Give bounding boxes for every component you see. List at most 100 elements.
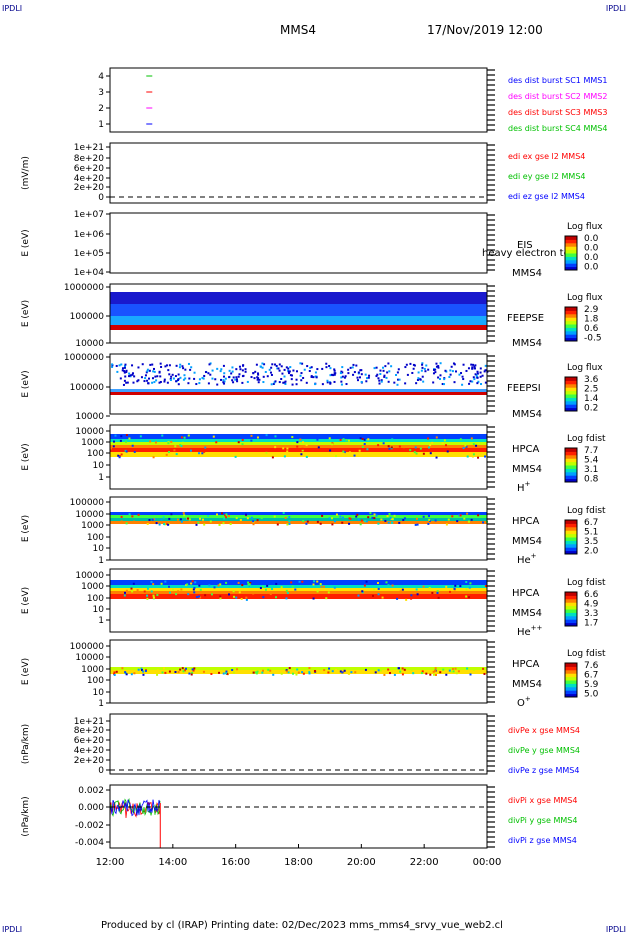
colorbar-tick-label: 0.0 <box>584 234 599 244</box>
spectrogram-pixel <box>112 445 115 448</box>
spectrogram-pixel <box>156 594 159 597</box>
colorbar-segment <box>565 666 577 671</box>
spectrogram-pixel <box>343 376 346 379</box>
spectrogram-pixel <box>162 516 165 519</box>
colorbar-tick-label: 6.7 <box>584 671 598 681</box>
spectrogram-pixel <box>363 442 366 445</box>
spectrogram-pixel <box>361 590 364 593</box>
spectrogram-pixel <box>207 514 210 517</box>
spectrogram-pixel <box>429 444 432 447</box>
spectrogram-pixel <box>479 375 482 378</box>
y-tick-label: 10 <box>93 688 105 698</box>
panel-frame <box>109 67 488 133</box>
spectrogram-pixel <box>421 362 424 365</box>
spectrogram-pixel <box>290 581 293 584</box>
spectrogram-pixel <box>198 584 201 587</box>
spectrogram-pixel <box>427 522 430 525</box>
spectrogram-pixel <box>223 380 226 383</box>
spectrogram-pixel <box>216 367 219 370</box>
spectrogram-pixel <box>214 378 217 381</box>
spectrogram-pixel <box>146 368 149 371</box>
spectrogram-pixel <box>145 371 148 374</box>
colorbar-tick-label: 2.0 <box>584 547 599 557</box>
spectrogram-pixel <box>296 445 299 448</box>
colorbar-tick-label: 5.1 <box>584 528 598 538</box>
spectrogram-pixel <box>375 375 378 378</box>
spectrogram-pixel <box>305 444 308 447</box>
spectrogram-pixel <box>165 453 168 456</box>
spectrogram-pixel <box>286 670 289 673</box>
spectrogram-pixel <box>376 373 379 376</box>
spectrogram-pixel <box>432 670 435 673</box>
spectrogram-pixel <box>432 673 435 676</box>
spectrogram-pixel <box>123 591 126 594</box>
spacecraft-label: MMS4 <box>512 536 542 547</box>
spectrogram-pixel <box>470 363 473 366</box>
spectrogram-pixel <box>119 439 122 442</box>
spectrogram-pixel <box>389 516 392 519</box>
spectrogram-pixel <box>266 375 269 378</box>
spectrogram-pixel <box>216 383 219 386</box>
x-tick-label: 00:00 <box>473 857 502 868</box>
spectrogram-pixel <box>410 594 413 597</box>
spectrogram-pixel <box>121 667 124 670</box>
spectrogram-pixel <box>305 449 308 452</box>
spectrogram-pixel <box>128 375 131 378</box>
spectrogram-pixel <box>140 376 143 379</box>
spectrogram-pixel <box>190 366 193 369</box>
spectrogram-pixel <box>417 377 420 380</box>
spectrogram-pixel <box>347 372 350 375</box>
spectrogram-pixel <box>222 375 225 378</box>
spectrogram-pixel <box>325 362 328 365</box>
colorbar-segment <box>565 468 577 473</box>
spectrogram-pixel <box>331 523 334 526</box>
spectrogram-pixel <box>476 376 479 379</box>
spectrogram-pixel <box>175 380 178 383</box>
spectrogram-pixel <box>401 673 404 676</box>
spectrogram-pixel <box>156 673 159 676</box>
spectrogram-pixel <box>271 520 274 523</box>
spectrogram-pixel <box>309 366 312 369</box>
colorbar-segment <box>565 592 577 596</box>
spectrogram-pixel <box>110 447 113 450</box>
spectrogram-pixel <box>283 381 286 384</box>
colorbar-tick-label: 0.6 <box>584 324 599 334</box>
spectrogram-pixel <box>242 364 245 367</box>
spectrogram-pixel <box>133 672 136 675</box>
spectrogram-pixel <box>295 370 298 373</box>
spectrogram-pixel <box>264 588 267 591</box>
spectrogram-pixel <box>399 670 402 673</box>
spectrogram-pixel <box>467 520 470 523</box>
spectrogram-band <box>110 580 487 585</box>
spectrogram-pixel <box>201 452 204 455</box>
spectrogram-pixel <box>377 522 380 525</box>
spectrogram-pixel <box>445 523 448 526</box>
legend-entry: edi ez gse l2 MMS4 <box>508 192 585 201</box>
spectrogram-pixel <box>267 668 270 671</box>
spectrogram-pixel <box>382 366 385 369</box>
y-tick-label: 1000 <box>81 665 104 675</box>
spectrogram-pixel <box>131 515 134 518</box>
y-tick-label: 10000 <box>75 571 104 581</box>
y-tick-label: 1e+05 <box>74 249 104 259</box>
spectrogram-pixel <box>188 672 191 675</box>
spectrogram-pixel <box>365 377 368 380</box>
spectrogram-pixel <box>182 670 185 673</box>
spectrogram-pixel <box>163 380 166 383</box>
spectrogram-pixel <box>321 514 324 517</box>
colorbar <box>565 592 577 627</box>
y-axis-label: E (eV) <box>21 515 31 542</box>
spectrogram-pixel <box>241 438 244 441</box>
spectrogram-pixel <box>299 438 302 441</box>
spectrogram-pixel <box>420 369 423 372</box>
spectrogram-pixel <box>388 370 391 373</box>
spectrogram-pixel <box>151 381 154 384</box>
spectrogram-pixel <box>386 515 389 518</box>
spectrogram-pixel <box>222 522 225 525</box>
spectrogram-pixel <box>369 512 372 515</box>
spectrogram-pixel <box>125 673 128 676</box>
spectrogram-pixel <box>130 587 133 590</box>
spectrogram-pixel <box>416 593 419 596</box>
y-tick-label: 1000 <box>81 521 104 531</box>
spectrogram-pixel <box>159 362 162 365</box>
